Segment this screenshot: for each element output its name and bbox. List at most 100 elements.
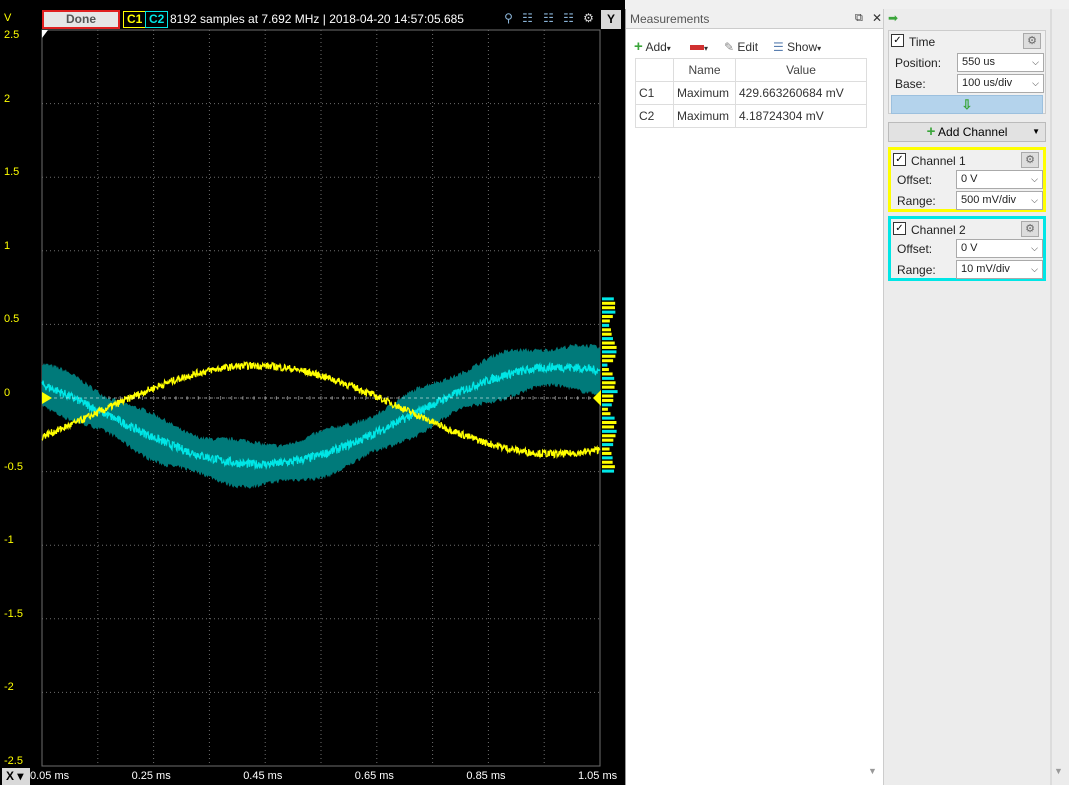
histogram-bar bbox=[602, 456, 613, 460]
table-header-row: Name Value bbox=[635, 58, 867, 82]
scroll-down-icon[interactable]: ▼ bbox=[868, 766, 877, 776]
status-button[interactable]: Done bbox=[42, 10, 120, 29]
channel2-badge[interactable]: C2 bbox=[145, 11, 169, 28]
scope-settings-icon[interactable]: ⚙ bbox=[583, 11, 594, 25]
arrow-right-icon[interactable]: ➡ bbox=[888, 11, 899, 25]
position-label: Position: bbox=[895, 56, 942, 70]
channel1-offset-marker bbox=[42, 392, 52, 404]
remove-measurement-button[interactable]: ▾ bbox=[690, 38, 708, 56]
row-value: 4.18724304 mV bbox=[735, 104, 867, 128]
plot-area[interactable] bbox=[0, 0, 625, 785]
scroll-down-icon[interactable]: ▼ bbox=[1054, 766, 1063, 776]
histogram-bar bbox=[602, 416, 615, 420]
time-group: ✓ Time ⚙ Position: 550 us ⌵ Base: 100 us/… bbox=[888, 30, 1046, 114]
undock-icon[interactable]: ⧉ bbox=[855, 12, 863, 24]
y-tick-label: 0.5 bbox=[4, 313, 20, 326]
base-label: Base: bbox=[895, 77, 926, 91]
y-tick-label: 1 bbox=[4, 239, 11, 252]
table-row[interactable]: C1 Maximum 429.663260684 mV bbox=[635, 81, 867, 105]
edit-measurement-button[interactable]: ✎ Edit bbox=[724, 40, 759, 54]
y-tick-label: -2 bbox=[4, 681, 14, 694]
histogram-bar bbox=[602, 385, 615, 389]
vertical-scrollbar[interactable] bbox=[1050, 9, 1052, 785]
histogram-bar bbox=[602, 372, 613, 376]
channel1-range-select[interactable]: 500 mV/div ⌵ bbox=[956, 191, 1043, 210]
markers bbox=[42, 30, 618, 473]
channel1-gear-icon[interactable]: ⚙ bbox=[1021, 152, 1039, 168]
zoom-icon[interactable]: ⚲ bbox=[504, 11, 513, 25]
base-select[interactable]: 100 us/div ⌵ bbox=[957, 74, 1044, 93]
histogram-bar bbox=[602, 429, 617, 433]
histogram-bar bbox=[602, 412, 611, 416]
y-axis-button[interactable]: Y bbox=[601, 10, 621, 29]
histogram-bar bbox=[602, 301, 616, 305]
row-channel: C1 bbox=[635, 81, 674, 105]
apply-down-button[interactable]: ⇩ bbox=[891, 95, 1043, 114]
channel2-checkbox[interactable]: ✓ bbox=[893, 222, 906, 235]
acquisition-info: 8192 samples at 7.692 MHz | 2018-04-20 1… bbox=[170, 12, 464, 26]
histogram-bar bbox=[602, 438, 614, 442]
add-channel-button[interactable]: + Add Channel ▼ bbox=[888, 122, 1046, 142]
cursor-y-icon[interactable]: ☷ bbox=[543, 11, 554, 25]
settings-panel: ➡ ✓ Time ⚙ Position: 550 us ⌵ Base: 100 u… bbox=[883, 9, 1069, 785]
histogram-bar bbox=[602, 337, 613, 341]
histogram-bar bbox=[602, 403, 612, 407]
time-title: Time bbox=[909, 35, 936, 49]
x-tick-label: 0.85 ms bbox=[466, 770, 506, 782]
channel2-line bbox=[41, 361, 601, 471]
channel2-range-select[interactable]: 10 mV/div ⌵ bbox=[956, 260, 1043, 279]
channel2-offset-select[interactable]: 0 V ⌵ bbox=[956, 239, 1043, 258]
add-measurement-button[interactable]: + Add▾ bbox=[634, 38, 671, 55]
channel2-band bbox=[42, 343, 600, 489]
histogram-bar bbox=[602, 310, 616, 314]
measurements-table: Name Value C1 Maximum 429.663260684 mV C… bbox=[635, 58, 867, 128]
y-tick-label: -1 bbox=[4, 534, 14, 547]
histogram-bar bbox=[602, 407, 608, 411]
position-select[interactable]: 550 us ⌵ bbox=[957, 53, 1044, 72]
table-row[interactable]: C2 Maximum 4.18724304 mV bbox=[635, 104, 867, 128]
time-gear-icon[interactable]: ⚙ bbox=[1023, 33, 1041, 49]
measurements-title: Measurements bbox=[626, 9, 884, 29]
histogram-bar bbox=[602, 447, 610, 451]
col-header-channel bbox=[635, 58, 674, 82]
histogram-bar bbox=[602, 465, 615, 469]
histogram-bar bbox=[602, 425, 615, 429]
y-tick-label: 2 bbox=[4, 92, 11, 105]
histogram-bar bbox=[602, 469, 615, 473]
channel2-envelope bbox=[42, 343, 600, 489]
histogram-bar bbox=[602, 354, 616, 358]
histogram-bar bbox=[602, 345, 617, 349]
x-tick-label: 0.25 ms bbox=[131, 770, 171, 782]
channel2-trace bbox=[41, 361, 601, 471]
col-header-value: Value bbox=[735, 58, 867, 82]
plus-icon: + bbox=[634, 38, 643, 55]
channel2-offset-label: Offset: bbox=[897, 242, 933, 256]
time-checkbox[interactable]: ✓ bbox=[891, 34, 904, 47]
histogram-bar bbox=[602, 443, 614, 447]
histogram-bar bbox=[602, 394, 614, 398]
close-icon[interactable]: ✕ bbox=[872, 11, 883, 25]
histogram-bar bbox=[602, 381, 616, 385]
row-name: Maximum bbox=[673, 81, 736, 105]
histogram-bar bbox=[602, 323, 610, 327]
show-measurement-button[interactable]: ☰ Show▾ bbox=[773, 40, 822, 54]
channel2-gear-icon[interactable]: ⚙ bbox=[1021, 221, 1039, 237]
cursor-xy-icon[interactable]: ☷ bbox=[563, 11, 574, 25]
channel1-checkbox[interactable]: ✓ bbox=[893, 153, 906, 166]
list-icon: ☰ bbox=[773, 40, 784, 54]
x-tick-label: 0.45 ms bbox=[243, 770, 283, 782]
histogram-bar bbox=[602, 398, 614, 402]
x-tick-label: 1.05 ms bbox=[578, 770, 618, 782]
edit-icon: ✎ bbox=[724, 40, 735, 54]
histogram-bar bbox=[602, 315, 613, 319]
x-axis-button[interactable]: X ▾ bbox=[2, 768, 30, 785]
scope-view[interactable]: Done C1 C2 8192 samples at 7.692 MHz | 2… bbox=[0, 0, 625, 785]
channel1-offset-select[interactable]: 0 V ⌵ bbox=[956, 170, 1043, 189]
channel2-title: Channel 2 bbox=[911, 223, 966, 237]
row-value: 429.663260684 mV bbox=[735, 81, 867, 105]
minus-icon bbox=[690, 45, 704, 51]
histogram-bar bbox=[602, 421, 617, 425]
row-name: Maximum bbox=[673, 104, 736, 128]
cursor-x-icon[interactable]: ☷ bbox=[522, 11, 533, 25]
histogram-bar bbox=[602, 359, 614, 363]
